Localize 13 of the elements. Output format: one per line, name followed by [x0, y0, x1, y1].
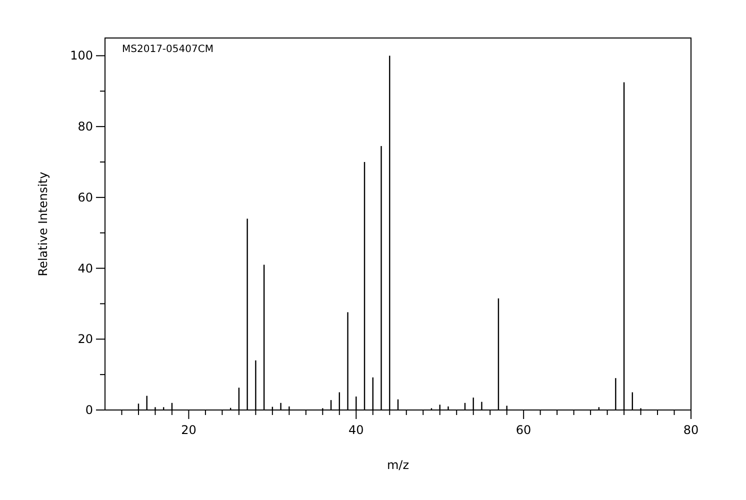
y-axis-title: Relative Intensity — [36, 172, 50, 276]
y-tick-label: 100 — [70, 48, 93, 63]
y-tick-label: 0 — [85, 403, 93, 417]
y-tick-label: 40 — [78, 261, 93, 276]
x-tick-label: 60 — [516, 423, 532, 437]
y-tick-label: 80 — [78, 120, 93, 134]
x-tick-label: 40 — [348, 423, 364, 437]
x-tick-label: 20 — [181, 423, 196, 437]
x-axis-title: m/z — [386, 458, 410, 472]
y-tick-label: 20 — [78, 332, 93, 346]
y-tick-label: 60 — [78, 190, 93, 204]
x-tick-label: 80 — [683, 423, 699, 437]
annotation: MS2017-05407CM — [122, 44, 214, 55]
